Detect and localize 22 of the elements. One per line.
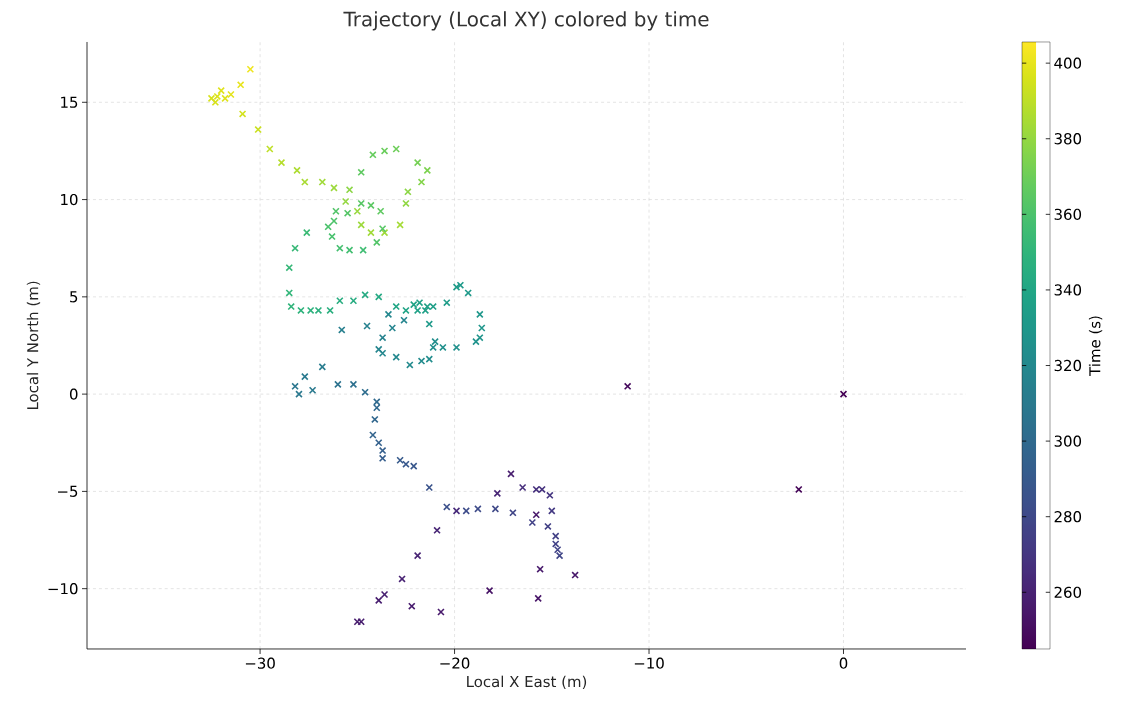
color-bar-label: 280: [1054, 511, 1082, 523]
y-tick-label: 5: [70, 291, 78, 303]
y-axis-title: Local Y North (m): [26, 281, 41, 410]
y-tick-label: −5: [58, 485, 78, 497]
y-tick-label: −10: [48, 583, 78, 595]
color-bar-label: 400: [1054, 57, 1082, 69]
color-bar-title: Time (s): [1088, 316, 1103, 376]
x-tick-label: −20: [440, 657, 470, 669]
x-tick-label: −10: [634, 657, 664, 669]
color-bar-label: 360: [1054, 208, 1082, 220]
y-tick-label: 10: [61, 193, 78, 206]
y-tick-label: 0: [69, 388, 78, 400]
x-tick-label: −30: [245, 657, 275, 669]
color-bar-label: 320: [1054, 359, 1082, 372]
color-bar-label: 340: [1054, 284, 1082, 296]
color-bar-label: 260: [1054, 586, 1082, 598]
color-bar-label: 380: [1054, 133, 1082, 145]
x-axis-title: Local X East (m): [467, 675, 587, 689]
x-tick-label: 0: [839, 657, 848, 669]
chart-title: Trajectory (Local XY) colored by time: [343, 11, 709, 31]
y-tick-label: 15: [61, 96, 78, 108]
color-bar-label: 300: [1054, 435, 1082, 447]
